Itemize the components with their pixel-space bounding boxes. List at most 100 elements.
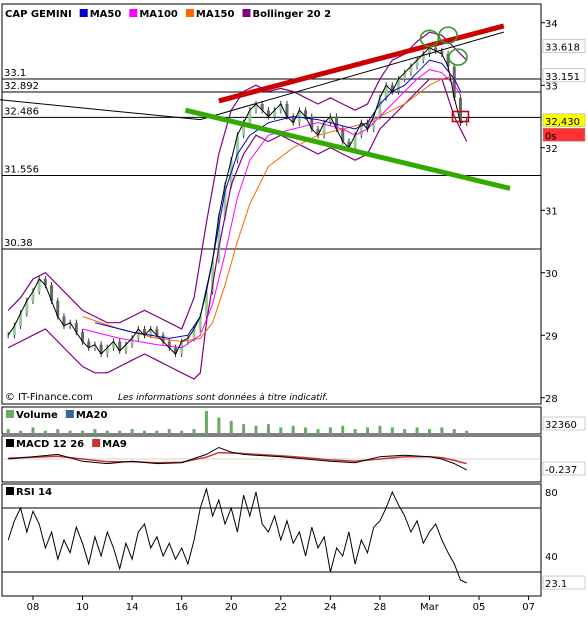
volume-bar <box>56 429 60 434</box>
legend-swatch <box>6 439 14 447</box>
volume-bar <box>266 424 270 434</box>
x-tick-label: 28 <box>374 602 387 613</box>
x-tick-label: 14 <box>126 602 139 613</box>
ma50-line <box>94 59 461 339</box>
price-bar <box>316 129 320 136</box>
price-bar <box>458 97 462 123</box>
price-bar <box>118 341 122 351</box>
price-bar <box>167 341 171 348</box>
highlight-circle <box>448 48 468 66</box>
volume-bar <box>465 430 469 434</box>
volume-bar <box>105 430 109 434</box>
volume-bar <box>192 429 196 434</box>
ma150-line <box>82 75 455 343</box>
price-ytick-label: 28 <box>545 394 558 405</box>
volume-bar <box>142 430 146 434</box>
volume-right-label: 32360 <box>545 420 577 431</box>
x-tick-label: 20 <box>225 602 238 613</box>
legend-swatch <box>6 487 14 495</box>
chart-title: CAP GEMINI <box>5 9 72 20</box>
price-bar <box>186 338 190 342</box>
price-bar <box>427 47 431 54</box>
volume-bar <box>353 429 357 434</box>
price-bar <box>223 185 227 217</box>
legend-swatch <box>65 410 74 418</box>
price-bar <box>155 329 159 336</box>
macd-line <box>8 446 467 471</box>
level-label: 31.556 <box>4 165 39 176</box>
x-tick-label: 10 <box>76 602 89 613</box>
price-bar <box>43 279 47 286</box>
volume-bar <box>81 430 85 434</box>
price-bar <box>260 104 264 111</box>
price-bar <box>99 344 103 354</box>
legend-label: MACD 12 26 <box>16 439 84 450</box>
price-line <box>7 47 467 355</box>
price-right-label: 33.151 <box>545 72 580 83</box>
rsi-right-label-box <box>542 575 586 590</box>
price-bar <box>353 135 357 148</box>
upper-trend-line <box>218 23 505 104</box>
price-bar <box>6 335 10 337</box>
price-bar <box>378 97 382 117</box>
volume-bar <box>279 427 283 434</box>
price-bar <box>297 110 301 123</box>
price-bar <box>198 316 202 329</box>
highlight-circle <box>438 26 458 45</box>
volume-bar <box>440 427 444 434</box>
volume-panel-frame <box>1 406 542 435</box>
macd-right-label: -0.237 <box>545 465 577 476</box>
price-bar <box>421 54 425 61</box>
ma100-line <box>82 69 461 349</box>
price-bar <box>217 216 221 261</box>
rsi-panel-frame <box>1 483 542 597</box>
legend-label: MA100 <box>139 9 178 20</box>
price-bar <box>409 66 413 73</box>
volume-bar <box>167 429 171 434</box>
volume-bar <box>328 427 332 434</box>
legend-swatch <box>242 9 251 17</box>
legend-label: Bollinger 20 2 <box>252 9 331 20</box>
rsi-panel: 40 80 RSI 14 23.1 <box>1 483 586 597</box>
price-bar <box>37 279 41 292</box>
x-tick-label: Mar <box>420 602 440 613</box>
price-right-label: 0s <box>545 131 557 142</box>
price-bar <box>173 347 177 354</box>
legend-swatch <box>129 9 138 17</box>
macd-signal-line <box>8 451 467 465</box>
volume-bar <box>254 425 258 434</box>
volume-bar <box>180 430 184 434</box>
price-bar <box>204 291 208 317</box>
price-bar <box>266 110 270 117</box>
price-bar <box>56 300 60 317</box>
price-ytick-label: 29 <box>545 331 558 342</box>
price-panel: 28 29 30 31 32 33 34 33.1 32.892 32.486 31.556 30.3… <box>0 3 586 405</box>
thin-trend-line <box>0 31 504 121</box>
price-right-label: 32,430 <box>545 117 580 128</box>
price-ytick-label: 30 <box>545 269 558 280</box>
macd-right-label-box <box>542 461 586 476</box>
price-bar <box>446 54 450 67</box>
volume-bar <box>68 430 72 434</box>
price-ytick-label: 33 <box>545 81 558 92</box>
price-bar <box>105 347 109 354</box>
volume-bar <box>118 430 122 434</box>
volume-bar <box>427 429 431 434</box>
highlight-box <box>451 110 470 123</box>
lower-trend-line <box>184 107 511 191</box>
price-bar <box>291 116 295 123</box>
x-tick-label: 08 <box>27 602 40 613</box>
bollinger-lower-line <box>7 78 468 380</box>
rsi-ytick-label: 80 <box>545 488 558 499</box>
legend-swatch <box>6 410 14 418</box>
price-bar <box>19 313 23 326</box>
legend-label: RSI 14 <box>16 487 52 498</box>
price-bar <box>124 344 128 351</box>
price-bar <box>328 116 332 123</box>
rsi-right-label: 23.1 <box>545 579 567 590</box>
volume-bar <box>378 425 382 434</box>
legend-label: MA150 <box>196 9 235 20</box>
price-bar <box>248 110 252 123</box>
price-bar <box>149 329 153 336</box>
